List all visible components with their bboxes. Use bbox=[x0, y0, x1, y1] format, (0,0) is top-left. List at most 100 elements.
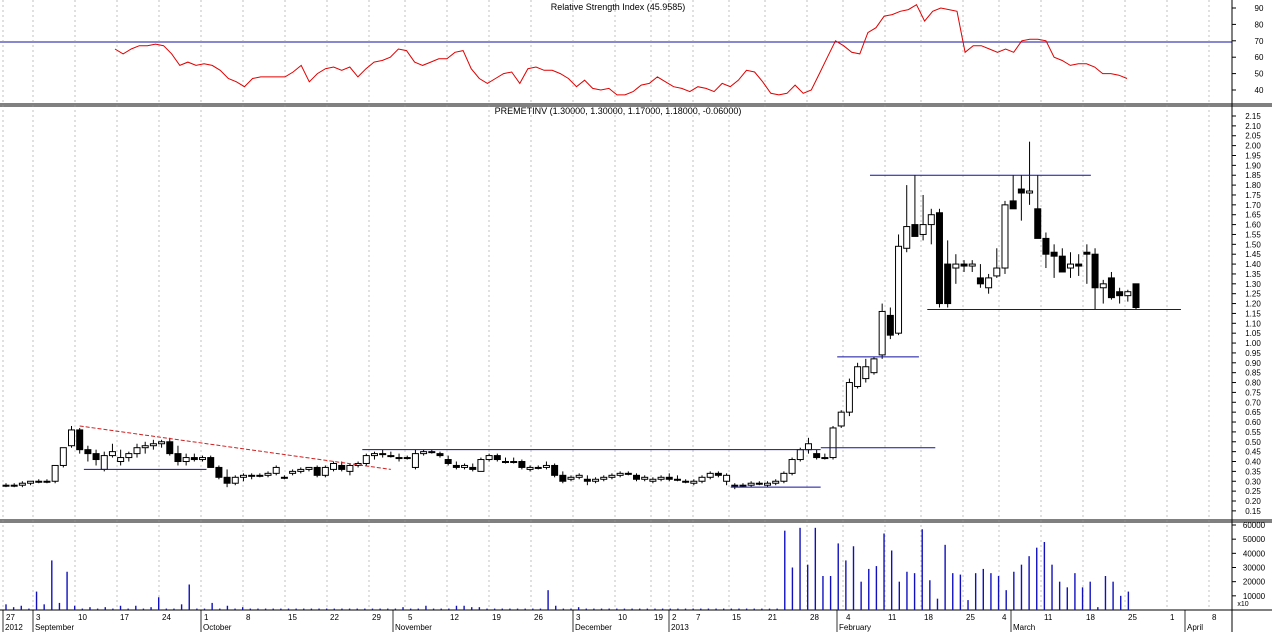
candle-body bbox=[837, 411, 845, 427]
price-y-tick-label: 0.90 bbox=[1245, 359, 1261, 368]
candle-body bbox=[1050, 251, 1058, 257]
x-tick-label: 8 bbox=[1212, 613, 1217, 622]
price-y-tick-label: 0.95 bbox=[1245, 349, 1261, 358]
candle-body bbox=[935, 212, 943, 305]
candle-body bbox=[510, 461, 518, 464]
candle-body bbox=[788, 459, 796, 474]
price-y-tick-label: 1.10 bbox=[1245, 319, 1261, 328]
candle-body bbox=[714, 472, 722, 476]
candle-body bbox=[649, 478, 657, 482]
candle-body bbox=[2, 484, 10, 487]
candle-body bbox=[804, 443, 812, 451]
x-period-label: September bbox=[35, 623, 74, 632]
candle-body bbox=[829, 427, 837, 459]
rsi-y-tick-label: 40 bbox=[1255, 86, 1264, 95]
candle-body bbox=[207, 457, 215, 468]
grid-lines bbox=[2, 0, 1210, 610]
volume-y-tick-label: 30000 bbox=[1243, 564, 1266, 573]
candle-body bbox=[133, 447, 141, 455]
candle-body bbox=[526, 466, 534, 470]
candle-body bbox=[747, 482, 755, 486]
x-tick-label: 1 bbox=[204, 613, 209, 622]
x-axis: 27 3 10 17 24 1 8 15 22 29 5 12 19 26 3 10 19 2 7 15 21 28 4 11… bbox=[2, 610, 1217, 632]
x-tick-label: 24 bbox=[162, 613, 171, 622]
x-tick-label: 11 bbox=[888, 613, 897, 622]
x-tick-label: 3 bbox=[36, 613, 41, 622]
x-tick-label: 15 bbox=[288, 613, 297, 622]
price-y-tick-label: 0.40 bbox=[1245, 458, 1261, 467]
price-y-tick-label: 0.60 bbox=[1245, 418, 1261, 427]
candle-body bbox=[313, 466, 321, 476]
candle-body bbox=[583, 478, 591, 482]
candle-body bbox=[624, 472, 632, 475]
x-tick-label: 10 bbox=[618, 613, 627, 622]
candle-body bbox=[231, 476, 239, 484]
candle-body bbox=[411, 453, 419, 468]
price-y-tick-label: 0.75 bbox=[1245, 388, 1261, 397]
candle-body bbox=[199, 457, 207, 461]
candle-body bbox=[1099, 283, 1107, 289]
rsi-y-tick-label: 80 bbox=[1255, 20, 1264, 29]
price-y-tick-label: 1.95 bbox=[1245, 151, 1261, 160]
candle-body bbox=[1116, 291, 1124, 297]
candle-body bbox=[501, 461, 509, 464]
x-tick-label: 21 bbox=[768, 613, 777, 622]
candle-body bbox=[985, 277, 993, 289]
candle-body bbox=[379, 453, 387, 456]
candle-body bbox=[616, 472, 624, 476]
candle-body bbox=[755, 482, 763, 485]
volume-y-tick-label: 40000 bbox=[1243, 549, 1266, 558]
candle-body bbox=[862, 366, 870, 380]
price-y-tick-label: 0.55 bbox=[1245, 428, 1261, 437]
volume-y-tick-label: 60000 bbox=[1243, 521, 1266, 530]
x-period-label: 2012 bbox=[5, 623, 23, 632]
candle-body bbox=[993, 267, 1001, 277]
candle-body bbox=[927, 214, 935, 226]
candle-body bbox=[1124, 291, 1132, 297]
x-tick-label: 1 bbox=[1170, 613, 1175, 622]
x-tick-label: 19 bbox=[492, 613, 501, 622]
candle-body bbox=[796, 449, 804, 461]
rsi-y-tick-label: 90 bbox=[1255, 4, 1264, 13]
trend-line bbox=[79, 425, 391, 470]
candle-body bbox=[821, 457, 829, 460]
candle-body bbox=[559, 474, 567, 482]
candle-body bbox=[1058, 255, 1066, 273]
candle-body bbox=[1009, 200, 1017, 210]
candle-body bbox=[534, 466, 542, 469]
candle-body bbox=[575, 474, 583, 478]
candle-body bbox=[1066, 263, 1074, 269]
price-y-tick-label: 1.20 bbox=[1245, 300, 1261, 309]
candle-body bbox=[248, 474, 256, 477]
x-tick-label: 5 bbox=[408, 613, 413, 622]
volume-scale-note: x10 bbox=[1237, 601, 1248, 608]
candle-body bbox=[1107, 277, 1115, 299]
candle-body bbox=[420, 451, 428, 455]
price-y-tick-label: 1.55 bbox=[1245, 230, 1261, 239]
price-y-tick-label: 1.05 bbox=[1245, 329, 1261, 338]
candle-body bbox=[35, 480, 43, 483]
candle-body bbox=[739, 484, 747, 487]
candle-body bbox=[108, 451, 116, 457]
candle-body bbox=[182, 457, 190, 463]
candle-body bbox=[125, 453, 133, 459]
price-y-tick-label: 1.90 bbox=[1245, 161, 1261, 170]
candle-body bbox=[174, 453, 182, 463]
candle-body bbox=[968, 263, 976, 267]
candle-body bbox=[166, 441, 174, 455]
rsi-y-tick-label: 50 bbox=[1255, 70, 1264, 79]
price-y-tick-label: 0.30 bbox=[1245, 477, 1261, 486]
x-tick-label: 18 bbox=[1086, 613, 1095, 622]
candle-body bbox=[944, 263, 952, 305]
x-tick-label: 4 bbox=[1002, 613, 1007, 622]
candle-body bbox=[493, 455, 501, 461]
x-tick-label: 27 bbox=[6, 613, 15, 622]
candle-body bbox=[321, 466, 329, 476]
price-y-tick-label: 1.75 bbox=[1245, 191, 1261, 200]
candle-body bbox=[673, 478, 681, 481]
x-tick-label: 15 bbox=[732, 613, 741, 622]
candle-body bbox=[280, 476, 288, 479]
price-y-tick-label: 1.80 bbox=[1245, 181, 1261, 190]
candle-body bbox=[305, 466, 313, 470]
price-y-tick-label: 0.35 bbox=[1245, 467, 1261, 476]
